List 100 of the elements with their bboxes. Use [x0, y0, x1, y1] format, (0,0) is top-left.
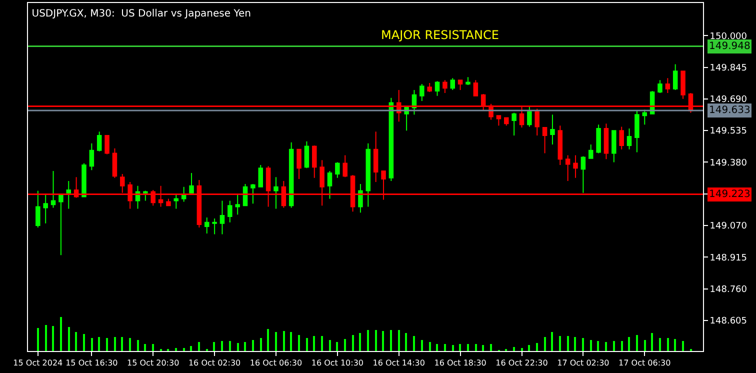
candlestick [450, 78, 456, 90]
candlestick [527, 106, 532, 128]
candlestick [228, 200, 232, 223]
bar [513, 347, 515, 351]
bar [667, 338, 669, 351]
y-tick-label: 150.000 [710, 32, 748, 42]
candlestick [473, 80, 478, 96]
bar [229, 341, 231, 351]
candlestick [588, 144, 594, 159]
candlestick [388, 97, 394, 182]
bar [452, 345, 454, 351]
x-tick-label: 16 Oct 02:30 [188, 358, 241, 368]
bar [213, 342, 215, 351]
bar [137, 340, 139, 351]
bar [613, 341, 615, 351]
bar [429, 342, 431, 351]
candlestick [89, 142, 94, 171]
candlestick [358, 184, 363, 214]
bar [682, 341, 684, 351]
bar [459, 344, 461, 351]
bar [390, 330, 392, 351]
bar [91, 338, 93, 351]
candlestick [466, 76, 470, 86]
candlestick [634, 110, 640, 153]
candlestick [296, 148, 302, 180]
bar [306, 338, 308, 351]
bar [68, 327, 70, 351]
candlestick [366, 142, 371, 208]
y-tick-label: 148.605 [710, 316, 748, 327]
bar [198, 342, 200, 351]
bar [551, 332, 553, 351]
candlestick [642, 109, 648, 126]
bar [290, 332, 292, 351]
candlestick [565, 154, 570, 182]
candlestick [66, 180, 72, 210]
candlestick [274, 176, 278, 210]
bar [283, 331, 285, 351]
annotation: MAJOR RESISTANCE [381, 28, 499, 42]
candlestick [504, 117, 509, 126]
candlestick [619, 126, 624, 150]
candlestick [143, 190, 148, 202]
bar [644, 340, 646, 351]
candlestick [434, 80, 440, 96]
bar [275, 332, 277, 351]
bar [252, 340, 254, 351]
bar [659, 338, 661, 351]
bar [467, 344, 469, 351]
bar [152, 344, 154, 351]
candlestick [612, 130, 616, 163]
candlestick [626, 128, 632, 150]
bar [344, 339, 346, 351]
bar [98, 337, 100, 351]
x-tick-label: 16 Oct 10:30 [311, 358, 364, 368]
bar [590, 340, 592, 351]
candlestick [458, 80, 463, 90]
bar [75, 332, 77, 351]
text: USDJPY.GX, M30: US Dollar vs Japanese Yen [32, 8, 251, 20]
bar [260, 338, 262, 351]
bar [421, 340, 423, 351]
bar [375, 330, 377, 351]
bar [490, 344, 492, 351]
bar [367, 330, 369, 351]
bar [444, 344, 446, 351]
candlestick [189, 172, 194, 194]
bar [244, 342, 246, 351]
bar [267, 329, 269, 351]
bar [183, 348, 185, 351]
bar [413, 336, 415, 351]
candlestick [104, 134, 110, 155]
x-tick-label: 16 Oct 22:30 [496, 358, 548, 368]
candlestick [112, 148, 118, 178]
candlestick [658, 80, 662, 94]
bar [52, 326, 54, 351]
bar [567, 336, 569, 351]
bar [329, 340, 331, 351]
ref-line-label: 149.633 [709, 105, 750, 116]
bar [83, 334, 85, 351]
candlestick [573, 154, 578, 178]
y-tick-label: 149.845 [710, 63, 748, 74]
candlestick [442, 80, 448, 94]
bar [175, 348, 177, 351]
candlestick [672, 64, 678, 90]
x-tick-label: 17 Oct 06:30 [618, 358, 671, 368]
candlestick [58, 194, 64, 256]
bar [536, 343, 538, 351]
x-tick-label: 16 Oct 18:30 [434, 358, 486, 368]
bar [605, 342, 607, 351]
candlestick [43, 193, 48, 224]
bar [475, 344, 477, 351]
ref-line-label: 149.223 [709, 189, 750, 200]
bar [651, 333, 653, 351]
x-tick-label: 15 Oct 20:30 [127, 358, 180, 368]
candlestick [335, 162, 340, 178]
candlestick [496, 115, 502, 126]
bar [482, 345, 484, 351]
bar [398, 330, 400, 351]
ref-line-label: 149.948 [709, 41, 750, 52]
candlestick [204, 217, 210, 234]
candlestick [665, 78, 670, 94]
bar [574, 337, 576, 351]
